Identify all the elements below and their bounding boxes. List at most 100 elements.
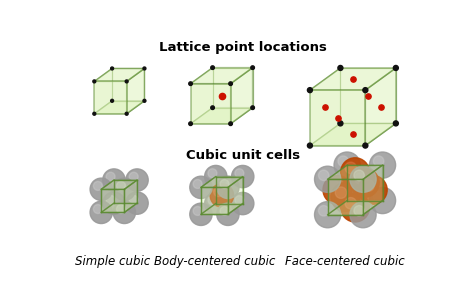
Circle shape <box>190 176 212 198</box>
Circle shape <box>113 201 136 223</box>
Circle shape <box>334 152 360 178</box>
Circle shape <box>327 180 339 191</box>
Circle shape <box>251 66 255 69</box>
Circle shape <box>189 122 192 126</box>
Polygon shape <box>191 68 253 84</box>
Circle shape <box>217 176 239 198</box>
Circle shape <box>374 156 384 166</box>
Text: Simple cubic: Simple cubic <box>75 255 150 268</box>
Circle shape <box>110 99 114 102</box>
Circle shape <box>126 192 148 214</box>
Circle shape <box>345 198 356 209</box>
Polygon shape <box>201 203 243 214</box>
Text: Cubic unit cells: Cubic unit cells <box>186 149 300 162</box>
Circle shape <box>334 188 360 214</box>
Circle shape <box>90 201 112 223</box>
Circle shape <box>229 82 232 86</box>
Circle shape <box>217 203 239 225</box>
Circle shape <box>106 172 115 181</box>
Circle shape <box>393 66 398 71</box>
Circle shape <box>341 158 369 187</box>
Polygon shape <box>310 123 396 146</box>
Circle shape <box>220 180 229 188</box>
Circle shape <box>358 176 387 204</box>
Circle shape <box>117 181 126 191</box>
Circle shape <box>235 169 244 178</box>
Circle shape <box>235 196 244 205</box>
Circle shape <box>229 122 232 126</box>
Circle shape <box>338 156 348 166</box>
Circle shape <box>220 206 229 216</box>
Circle shape <box>110 67 114 70</box>
Circle shape <box>125 80 128 83</box>
Circle shape <box>338 121 343 126</box>
Circle shape <box>232 166 254 188</box>
Circle shape <box>335 187 347 198</box>
Circle shape <box>189 82 192 86</box>
Polygon shape <box>101 180 137 189</box>
Circle shape <box>126 169 148 191</box>
Circle shape <box>205 192 227 215</box>
Circle shape <box>323 176 352 204</box>
Circle shape <box>232 192 254 215</box>
Polygon shape <box>365 68 396 146</box>
Circle shape <box>193 180 202 188</box>
Text: Body-centered cubic: Body-centered cubic <box>154 255 275 268</box>
Polygon shape <box>201 187 228 214</box>
Polygon shape <box>101 189 124 212</box>
Circle shape <box>93 205 102 213</box>
Circle shape <box>374 191 384 202</box>
Circle shape <box>369 152 396 178</box>
Circle shape <box>350 168 379 197</box>
Circle shape <box>308 88 312 93</box>
Polygon shape <box>328 201 383 215</box>
Circle shape <box>393 121 398 126</box>
Circle shape <box>143 99 146 102</box>
Circle shape <box>93 112 96 115</box>
Circle shape <box>350 166 376 192</box>
Circle shape <box>106 195 115 204</box>
Circle shape <box>129 195 138 204</box>
Text: Face-centered cubic: Face-centered cubic <box>285 255 405 268</box>
Circle shape <box>205 166 227 188</box>
Circle shape <box>338 191 348 202</box>
Polygon shape <box>94 81 127 114</box>
Circle shape <box>363 180 374 191</box>
Circle shape <box>125 112 128 115</box>
Circle shape <box>190 203 212 225</box>
Polygon shape <box>201 177 243 187</box>
Circle shape <box>90 178 112 201</box>
Circle shape <box>315 202 341 228</box>
Circle shape <box>345 162 356 174</box>
Circle shape <box>129 172 138 181</box>
Circle shape <box>331 183 360 211</box>
Circle shape <box>315 166 341 192</box>
Polygon shape <box>231 68 253 124</box>
Circle shape <box>113 178 136 201</box>
Polygon shape <box>127 69 145 114</box>
Polygon shape <box>328 165 383 179</box>
Circle shape <box>354 206 365 216</box>
Circle shape <box>103 192 125 214</box>
Circle shape <box>208 169 217 178</box>
Circle shape <box>363 88 368 93</box>
Circle shape <box>319 206 329 216</box>
Circle shape <box>363 143 368 148</box>
Circle shape <box>355 173 366 184</box>
Polygon shape <box>228 177 243 214</box>
Circle shape <box>211 66 214 69</box>
Circle shape <box>319 170 329 181</box>
Circle shape <box>354 170 365 181</box>
Polygon shape <box>363 165 383 215</box>
Circle shape <box>103 169 125 191</box>
Polygon shape <box>124 180 137 212</box>
Circle shape <box>117 205 126 213</box>
Polygon shape <box>310 68 396 90</box>
Circle shape <box>338 66 343 71</box>
Polygon shape <box>191 108 253 124</box>
Circle shape <box>341 193 369 222</box>
Text: Lattice point locations: Lattice point locations <box>159 41 327 54</box>
Polygon shape <box>94 69 145 81</box>
Polygon shape <box>101 203 137 212</box>
Circle shape <box>350 202 376 228</box>
